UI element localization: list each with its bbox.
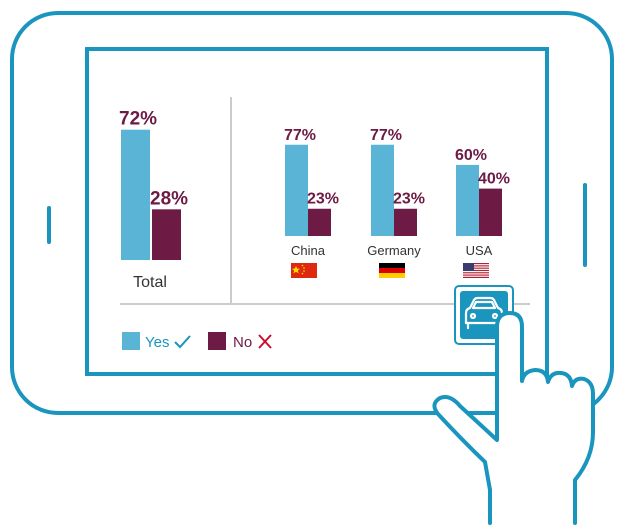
value-label-yes-germany: 77% bbox=[370, 127, 402, 144]
category-label-germany: Germany bbox=[367, 243, 421, 258]
bar-no-china bbox=[308, 208, 331, 236]
category-label-usa: USA bbox=[466, 243, 493, 258]
cross-icon bbox=[258, 334, 272, 349]
category-label-china: China bbox=[291, 243, 326, 258]
tablet-screen bbox=[85, 47, 549, 376]
bar-no-germany bbox=[394, 208, 417, 236]
value-label-yes-china: 77% bbox=[284, 127, 316, 144]
value-label-no-usa: 40% bbox=[478, 171, 510, 188]
germany-flag bbox=[379, 263, 405, 278]
bar-no-usa bbox=[479, 188, 502, 236]
legend-yes-label: Yes bbox=[145, 334, 169, 351]
usa-flag bbox=[463, 263, 489, 278]
tablet-outer-frame bbox=[10, 11, 614, 415]
value-label-yes-usa: 60% bbox=[455, 147, 487, 164]
pointing-hand-icon bbox=[432, 311, 595, 525]
value-label-no-china: 23% bbox=[307, 191, 339, 208]
total-yes-value-label: 72% bbox=[119, 109, 157, 130]
bar-yes-china bbox=[285, 144, 308, 236]
legend-no-label: No bbox=[233, 334, 252, 351]
value-label-no-germany: 23% bbox=[393, 191, 425, 208]
total-bar-group: 72% 28% Total bbox=[119, 109, 188, 291]
legend-no-swatch bbox=[208, 332, 226, 350]
total-yes-bar bbox=[121, 129, 150, 260]
legend-yes-swatch bbox=[122, 332, 140, 350]
tablet-frame bbox=[10, 11, 614, 415]
legend: Yes No bbox=[122, 332, 272, 351]
bar-yes-germany bbox=[371, 144, 394, 236]
check-icon bbox=[174, 335, 191, 349]
country-bars: 77% 23% China 77% 23% Germany 60% 40% USA bbox=[284, 127, 510, 258]
china-flag bbox=[291, 263, 317, 278]
bar-yes-usa bbox=[456, 164, 479, 236]
total-category-label: Total bbox=[133, 274, 167, 291]
total-no-value-label: 28% bbox=[150, 188, 188, 209]
total-no-bar bbox=[152, 209, 181, 260]
